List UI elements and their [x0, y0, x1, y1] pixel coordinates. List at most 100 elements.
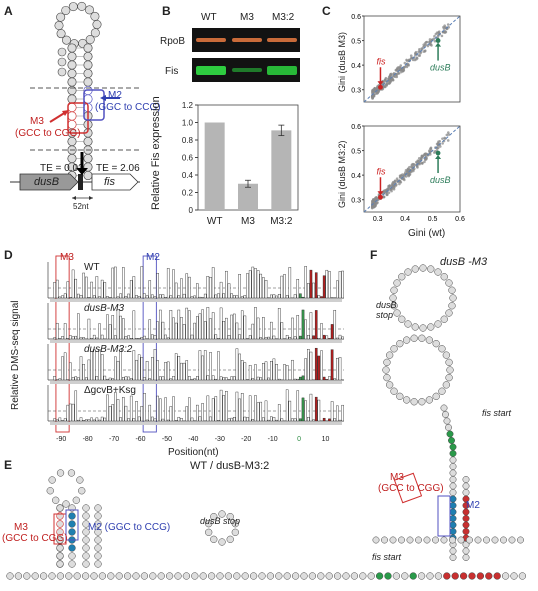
gene-point	[420, 47, 424, 50]
nucleotide	[57, 57, 67, 67]
dms-bar	[267, 377, 270, 381]
dms-bar	[92, 419, 96, 422]
plot-frame	[363, 125, 461, 213]
dms-bar	[95, 337, 99, 340]
nucleotide	[508, 536, 516, 544]
dms-bar	[145, 419, 149, 422]
dms-bar	[124, 405, 128, 422]
dms-bar	[135, 295, 138, 299]
dms-bar	[254, 307, 257, 340]
dms-bar	[111, 404, 115, 422]
dms-bar	[55, 419, 59, 422]
dms-bar	[140, 337, 144, 340]
dms-bar	[217, 293, 220, 299]
nucleotide	[68, 544, 76, 552]
gene-point	[424, 158, 427, 162]
dms-bar	[195, 283, 199, 299]
nucleotide	[31, 572, 39, 580]
dms-bar	[164, 397, 167, 422]
nucleotide	[275, 572, 283, 580]
nucleotide	[325, 572, 333, 580]
dms-bar	[182, 293, 186, 299]
dms-bar	[151, 294, 154, 299]
dms-bar	[63, 293, 67, 299]
gene-point	[420, 154, 424, 158]
spacer-label: 52nt	[73, 202, 89, 211]
dms-bar	[153, 418, 157, 422]
panel-d-letter: D	[4, 248, 13, 262]
dusb-label: dusB	[430, 63, 451, 73]
dms-bar	[98, 349, 101, 381]
dms-bar	[330, 401, 334, 422]
y-tick-label: 0.6	[182, 154, 194, 163]
nucleotide	[83, 77, 93, 87]
nucleotide	[485, 572, 493, 580]
dms-bar	[217, 419, 220, 422]
dms-bar	[127, 335, 130, 340]
dms-bar	[317, 295, 321, 299]
nucleotide	[57, 67, 67, 77]
dms-bar	[185, 307, 189, 340]
dms-bar	[106, 296, 109, 299]
gene-point	[370, 206, 374, 209]
dms-bar	[132, 350, 136, 381]
gene-point	[447, 133, 451, 136]
blot-col-m3: M3	[240, 12, 254, 23]
blot-fis	[192, 58, 300, 82]
dms-bar	[296, 390, 300, 422]
dms-bar	[206, 276, 210, 299]
nucleotide	[83, 94, 93, 104]
dms-bar	[151, 334, 154, 340]
position-tick: -30	[215, 436, 225, 443]
nucleotide	[462, 515, 470, 522]
dms-bar	[169, 295, 173, 299]
m2-box	[65, 509, 79, 541]
nucleotide	[449, 469, 457, 477]
nucleotide	[448, 302, 456, 310]
dms-bar	[114, 335, 117, 340]
dms-bar	[58, 417, 62, 422]
dms-bar	[82, 364, 85, 381]
nucleotide	[425, 336, 433, 344]
dms-bar	[277, 378, 281, 381]
nucleotide	[389, 536, 397, 544]
nucleotide	[165, 572, 174, 580]
nucleotide	[56, 469, 65, 477]
dms-bar	[137, 296, 141, 299]
dms-bar	[238, 274, 241, 299]
dms-bar	[172, 396, 175, 422]
gene-point	[409, 54, 413, 58]
panel-a-letter: A	[4, 4, 13, 18]
x-tick-label: 0.6	[455, 216, 465, 223]
te-left: TE = 0.02	[40, 163, 84, 174]
dms-bar	[312, 335, 315, 340]
gene-point	[412, 162, 416, 166]
dms-bar	[301, 296, 305, 299]
dms-bar	[143, 377, 146, 381]
nucleotide	[434, 320, 442, 328]
nucleotide	[393, 309, 401, 317]
dms-bar	[114, 356, 117, 381]
dms-bar	[317, 399, 321, 422]
nucleotide	[83, 60, 93, 70]
dusB-point	[435, 38, 441, 43]
dms-bar	[230, 417, 233, 422]
dms-bar	[272, 335, 276, 340]
dms-bar	[314, 272, 318, 299]
nucleotide	[291, 572, 300, 580]
nucleotide	[67, 60, 77, 70]
plot-frame	[363, 15, 461, 103]
nucleotide	[449, 476, 457, 483]
dms-bar	[238, 334, 241, 340]
gini-scatter-top: 0.3 0.4 0.5 0.6 fis dusB	[351, 14, 461, 103]
f-m2: M2	[466, 500, 480, 511]
dms-bar	[79, 295, 83, 299]
dms-bar	[270, 361, 273, 381]
dms-bar	[137, 416, 141, 422]
nucleotide	[82, 504, 90, 512]
dms-bar	[116, 360, 120, 381]
nucleotide	[76, 476, 84, 484]
dms-bar	[132, 276, 136, 299]
dms-bar	[307, 335, 310, 340]
dms-bar	[158, 309, 162, 340]
